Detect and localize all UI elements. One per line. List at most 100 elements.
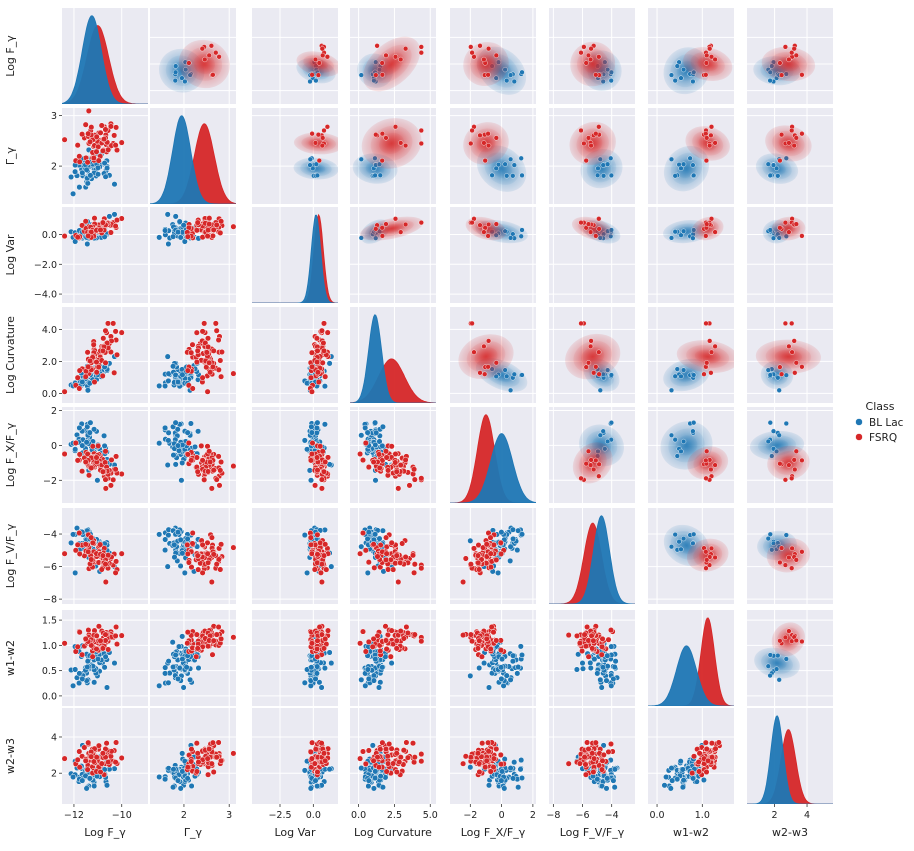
kde-edge-point: [704, 566, 709, 571]
kde-edge-point: [478, 223, 483, 228]
scatter-point-fsrq: [498, 540, 504, 546]
scatter-point-fsrq: [190, 541, 196, 547]
kde-edge-point: [384, 222, 389, 227]
scatter-point-fsrq: [574, 633, 580, 639]
scatter-point-fsrq: [577, 640, 583, 646]
scatter-point-fsrq: [119, 140, 125, 146]
scatter-point-fsrq: [89, 557, 95, 563]
kde-edge-point: [766, 162, 771, 167]
kde-edge-point: [777, 677, 782, 682]
scatter-point-fsrq: [110, 321, 116, 327]
kde-edge-point: [593, 458, 598, 463]
kde-edge-point: [313, 141, 318, 146]
scatter-point-fsrq: [494, 746, 500, 752]
kde-edge-point: [597, 227, 602, 232]
scatter-point-fsrq: [314, 646, 320, 652]
scatter-point-bl-lac: [95, 172, 101, 178]
scatter-point-fsrq: [218, 567, 224, 573]
scatter-point-bl-lac: [612, 664, 618, 670]
scatter-point-fsrq: [83, 374, 89, 380]
cell-fvfg-fxfg: [450, 508, 536, 604]
scatter-point-fsrq: [309, 756, 315, 762]
kde-edge-point: [419, 220, 424, 225]
scatter-point-fsrq: [317, 540, 323, 546]
scatter-point-bl-lac: [103, 654, 109, 660]
kde-edge-point: [486, 131, 491, 136]
kde-edge-point: [173, 78, 178, 83]
cell-logFg-fxfg: [450, 8, 536, 105]
kde-edge-point: [688, 156, 693, 161]
cell-logcurv-w2w3: [747, 307, 833, 403]
scatter-point-bl-lac: [85, 181, 91, 187]
kde-edge-point: [779, 546, 784, 551]
scatter-point-bl-lac: [166, 766, 172, 772]
scatter-point-bl-lac: [495, 570, 501, 576]
scatter-point-fsrq: [103, 328, 109, 334]
scatter-point-bl-lac: [178, 563, 184, 569]
kde-edge-point: [792, 467, 797, 472]
kde-edge-point: [593, 131, 598, 136]
scatter-point-bl-lac: [329, 564, 335, 570]
scatter-point-bl-lac: [171, 767, 177, 773]
y-tick-label: 4: [51, 732, 57, 743]
kde-edge-point: [520, 228, 525, 233]
scatter-point-fsrq: [376, 452, 382, 458]
kde-edge-point: [675, 64, 680, 69]
cell-logvar-gamma: [150, 207, 236, 303]
scatter-point-bl-lac: [588, 665, 594, 671]
scatter-point-fsrq: [77, 749, 83, 755]
scatter-point-bl-lac: [178, 537, 184, 543]
scatter-point-bl-lac: [91, 783, 97, 789]
kde-edge-point: [691, 163, 696, 168]
scatter-point-fsrq: [231, 224, 237, 230]
scatter-point-fsrq: [412, 477, 418, 483]
scatter-point-bl-lac: [80, 676, 86, 682]
kde-edge-point: [704, 360, 709, 365]
scatter-point-bl-lac: [170, 784, 176, 790]
scatter-point-fsrq: [484, 758, 490, 764]
scatter-point-bl-lac: [365, 430, 371, 436]
scatter-point-bl-lac: [510, 658, 516, 664]
scatter-point-bl-lac: [502, 786, 508, 792]
scatter-point-bl-lac: [359, 765, 365, 771]
scatter-point-fsrq: [390, 567, 396, 573]
scatter-point-bl-lac: [515, 664, 521, 670]
scatter-point-fsrq: [195, 220, 201, 226]
kde-edge-point: [679, 547, 684, 552]
scatter-point-bl-lac: [175, 529, 181, 535]
scatter-point-fsrq: [463, 754, 469, 760]
scatter-point-fsrq: [320, 360, 326, 366]
kde-edge-point: [398, 57, 403, 62]
cell-w1w2-fvfg: [549, 610, 635, 706]
scatter-point-fsrq: [113, 454, 119, 460]
kde-edge-point: [794, 53, 799, 58]
scatter-point-bl-lac: [604, 786, 610, 792]
scatter-point-bl-lac: [314, 425, 320, 431]
kde-edge-point: [675, 454, 680, 459]
scatter-point-bl-lac: [95, 478, 101, 484]
kde-edge-point: [703, 234, 708, 239]
scatter-point-bl-lac: [327, 650, 333, 656]
kde-edge-point: [777, 388, 782, 393]
scatter-point-fsrq: [104, 740, 110, 746]
axes-background: [62, 108, 148, 204]
scatter-point-fsrq: [210, 740, 216, 746]
scatter-point-fsrq: [399, 541, 405, 547]
scatter-point-fsrq: [205, 444, 211, 450]
scatter-point-bl-lac: [611, 778, 617, 784]
scatter-point-fsrq: [393, 460, 399, 466]
scatter-point-fsrq: [200, 375, 206, 381]
scatter-point-fsrq: [308, 535, 314, 541]
scatter-point-bl-lac: [308, 786, 314, 792]
kde-edge-point: [598, 388, 603, 393]
scatter-point-fsrq: [398, 462, 404, 468]
scatter-point-fsrq: [608, 741, 614, 747]
cell-w2w3-fvfg: −8−6−4: [546, 708, 635, 821]
scatter-point-fsrq: [319, 740, 325, 746]
kde-edge-point: [472, 350, 477, 355]
kde-edge-point: [779, 372, 784, 377]
scatter-point-fsrq: [85, 160, 91, 166]
kde-edge-point: [702, 372, 707, 377]
scatter-point-bl-lac: [499, 676, 505, 682]
kde-edge-point: [322, 128, 327, 133]
